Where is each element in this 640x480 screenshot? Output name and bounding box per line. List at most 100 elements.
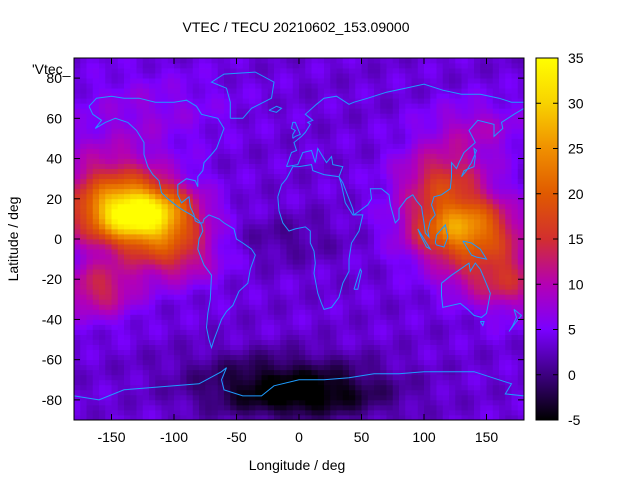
heatmap-cell	[167, 344, 175, 351]
heatmap-cell	[274, 294, 281, 300]
heatmap-cell	[199, 269, 206, 275]
heatmap-cell	[430, 133, 437, 139]
heatmap-cell	[436, 213, 444, 220]
heatmap-cell	[217, 138, 225, 144]
heatmap-cell	[355, 344, 362, 351]
heatmap-cell	[236, 98, 244, 104]
heatmap-cell	[255, 128, 262, 134]
heatmap-cell	[324, 304, 331, 310]
heatmap-cell	[292, 218, 300, 225]
heatmap-cell	[474, 329, 481, 335]
heatmap-cell	[111, 163, 119, 170]
heatmap-cell	[330, 88, 337, 94]
heatmap-cell	[374, 279, 381, 285]
heatmap-cell	[236, 203, 244, 210]
heatmap-cell	[467, 344, 475, 351]
heatmap-cell	[417, 384, 425, 391]
heatmap-cell	[236, 223, 244, 230]
heatmap-cell	[186, 344, 194, 351]
heatmap-cell	[211, 213, 219, 220]
heatmap-cell	[74, 158, 81, 164]
heatmap-cell	[105, 259, 112, 265]
heatmap-cell	[517, 254, 524, 260]
heatmap-cell	[399, 294, 406, 300]
heatmap-cell	[455, 173, 462, 180]
heatmap-cell	[155, 344, 162, 351]
heatmap-cell	[461, 334, 469, 340]
heatmap-cell	[517, 183, 524, 190]
heatmap-cell	[405, 108, 412, 114]
heatmap-cell	[467, 78, 475, 84]
heatmap-cell	[280, 349, 287, 356]
heatmap-cell	[286, 374, 294, 381]
heatmap-cell	[342, 329, 350, 335]
heatmap-cell	[436, 324, 444, 330]
heatmap-cell	[136, 304, 144, 310]
heatmap-cell	[474, 178, 481, 185]
heatmap-cell	[161, 314, 169, 320]
heatmap-cell	[86, 279, 94, 285]
heatmap-cell	[455, 249, 462, 255]
heatmap-cell	[374, 88, 381, 94]
heatmap-cell	[467, 108, 475, 114]
heatmap-cell	[130, 213, 137, 220]
heatmap-cell	[330, 389, 337, 396]
heatmap-cell	[186, 304, 194, 310]
heatmap-cell	[380, 349, 387, 356]
heatmap-cell	[311, 319, 319, 325]
heatmap-cell	[180, 299, 187, 305]
heatmap-cell	[461, 143, 469, 149]
heatmap-cell	[474, 359, 481, 366]
heatmap-cell	[511, 153, 519, 159]
heatmap-cell	[311, 88, 319, 94]
heatmap-cell	[361, 168, 369, 175]
heatmap-cell	[292, 294, 300, 300]
heatmap-cell	[492, 233, 500, 240]
heatmap-cell	[205, 249, 212, 255]
heatmap-cell	[280, 128, 287, 134]
heatmap-cell	[292, 88, 300, 94]
heatmap-cell	[399, 354, 406, 361]
heatmap-cell	[124, 274, 131, 280]
heatmap-cell	[242, 108, 250, 114]
heatmap-cell	[355, 269, 362, 275]
heatmap-cell	[86, 213, 94, 220]
heatmap-cell	[280, 228, 287, 235]
heatmap-cell	[461, 354, 469, 361]
heatmap-cell	[455, 133, 462, 139]
heatmap-cell	[467, 178, 475, 185]
heatmap-cell	[336, 73, 344, 79]
heatmap-cell	[405, 208, 412, 215]
heatmap-cell	[99, 414, 106, 420]
heatmap-cell	[161, 289, 169, 295]
heatmap-cell	[217, 249, 225, 255]
heatmap-cell	[349, 299, 356, 305]
heatmap-cell	[286, 279, 294, 285]
heatmap-cell	[217, 399, 225, 406]
heatmap-cell	[80, 334, 87, 340]
heatmap-cell	[480, 223, 487, 230]
heatmap-cell	[299, 249, 306, 255]
heatmap-cell	[224, 364, 231, 371]
heatmap-cell	[192, 138, 200, 144]
heatmap-cell	[186, 188, 194, 195]
heatmap-cell	[274, 354, 281, 361]
heatmap-cell	[374, 133, 381, 139]
heatmap-cell	[180, 168, 187, 175]
heatmap-cell	[349, 289, 356, 295]
heatmap-cell	[380, 324, 387, 330]
heatmap-cell	[261, 279, 269, 285]
heatmap-cell	[267, 374, 275, 381]
heatmap-cell	[180, 414, 187, 420]
heatmap-cell	[130, 339, 137, 345]
heatmap-cell	[186, 339, 194, 345]
heatmap-cell	[480, 279, 487, 285]
heatmap-cell	[174, 138, 181, 144]
heatmap-cell	[161, 88, 169, 94]
heatmap-cell	[136, 113, 144, 119]
heatmap-cell	[492, 389, 500, 396]
heatmap-cell	[80, 178, 87, 185]
heatmap-cell	[136, 374, 144, 381]
heatmap-cell	[499, 148, 506, 154]
heatmap-cell	[205, 259, 212, 265]
